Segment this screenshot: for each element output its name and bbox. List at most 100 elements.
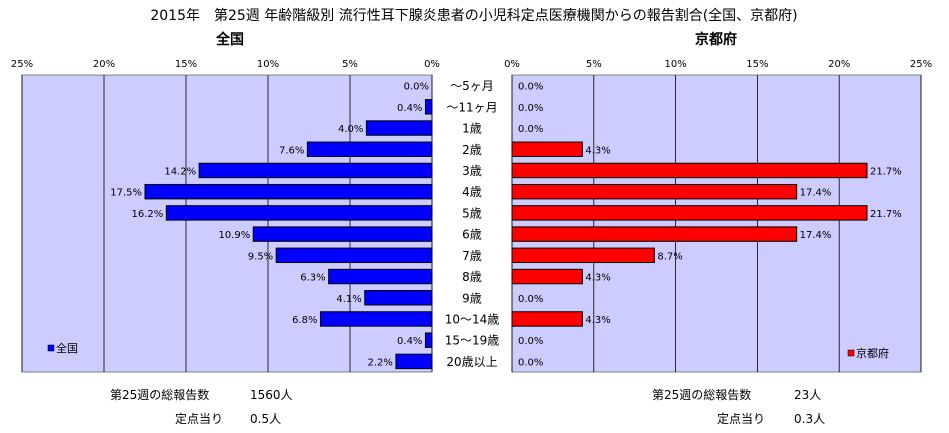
- right-data-label: 4.3%: [585, 315, 610, 326]
- left-footer: 第25週の総報告数 1560人 定点当り 0.5人: [110, 387, 293, 426]
- left-data-label: 16.2%: [132, 209, 164, 220]
- left-tick-label: 5%: [342, 59, 358, 70]
- right-bar: [511, 205, 868, 221]
- left-bar: [395, 353, 433, 370]
- left-data-label: 0.0%: [404, 82, 429, 93]
- right-bar: [511, 247, 655, 264]
- category-label: 9歳: [462, 291, 482, 305]
- left-data-label: 2.2%: [368, 357, 393, 368]
- left-tick-label: 0%: [424, 59, 440, 70]
- category-label: 4歳: [462, 185, 482, 199]
- right-tick-label: 10%: [664, 59, 686, 70]
- left-plot-area: [21, 74, 433, 373]
- right-total-value: 23人: [794, 388, 821, 402]
- category-label: 2歳: [462, 143, 482, 157]
- right-data-label: 8.7%: [657, 251, 682, 262]
- category-label: 15～19歳: [445, 334, 500, 348]
- right-tick-label: 20%: [828, 59, 850, 70]
- left-tick-label: 10%: [257, 59, 279, 70]
- left-bar: [424, 99, 433, 115]
- chart-title: 2015年 第25週 年齢階級別 流行性耳下腺炎患者の小児科定点医療機関からの報…: [150, 7, 797, 24]
- left-bar: [275, 247, 433, 264]
- right-bar: [511, 311, 583, 327]
- category-label: 1歳: [462, 122, 482, 136]
- right-bar: [511, 141, 583, 157]
- right-plot-area: [511, 74, 922, 373]
- left-bar: [328, 268, 433, 285]
- right-per-site-value: 0.3人: [794, 412, 825, 426]
- left-bar: [424, 332, 433, 348]
- left-data-label: 6.8%: [292, 315, 317, 326]
- left-per-site-value: 0.5人: [250, 412, 281, 426]
- left-bar: [364, 290, 433, 306]
- right-panel-heading: 京都府: [695, 31, 737, 48]
- left-panel: 0% 5% 10% 15% 20% 25% 0.0% 0.4% 4.0% 7.6% 14.2% 17.…: [11, 59, 440, 373]
- right-data-label: 0.0%: [518, 82, 543, 93]
- left-bar: [252, 226, 433, 242]
- left-total-value: 1560人: [250, 388, 293, 402]
- left-tick-label: 15%: [175, 59, 197, 70]
- right-tick-label: 25%: [910, 59, 932, 70]
- left-bar: [198, 162, 433, 179]
- left-bar: [319, 311, 433, 327]
- right-data-label: 0.0%: [518, 336, 543, 347]
- left-data-label: 17.5%: [110, 188, 142, 199]
- right-per-site-label: 定点当り: [717, 411, 765, 426]
- right-data-label: 0.0%: [518, 294, 543, 305]
- category-labels: ～5ヶ月 ～11ヶ月 1歳 2歳 3歳 4歳 5歳 6歳 7歳 8歳 9歳 10～14歳 15～19歳 2…: [445, 79, 500, 369]
- right-bar: [511, 226, 798, 242]
- left-bar: [144, 183, 433, 200]
- right-legend-label: 京都府: [856, 346, 889, 360]
- left-data-label: 9.5%: [248, 251, 273, 262]
- category-label: 5歳: [462, 206, 482, 220]
- right-data-label: 0.0%: [518, 357, 543, 368]
- right-data-label: 21.7%: [870, 209, 902, 220]
- right-panel: 0% 5% 10% 15% 20% 25% 0.0% 0.0% 0.0% 4.3% 21.7% 17.…: [504, 59, 932, 373]
- right-bar: [511, 268, 583, 285]
- right-total-label: 第25週の総報告数: [652, 387, 751, 402]
- left-legend: 全国: [47, 341, 78, 355]
- category-label: ～5ヶ月: [450, 79, 494, 93]
- left-data-label: 14.2%: [164, 166, 196, 177]
- left-data-label: 6.3%: [300, 273, 325, 284]
- left-total-label: 第25週の総報告数: [110, 387, 209, 402]
- category-label: 6歳: [462, 228, 482, 242]
- right-tick-label: 5%: [586, 59, 602, 70]
- left-per-site-label: 定点当り: [175, 411, 223, 426]
- right-legend-swatch: [847, 349, 855, 357]
- category-label: 10～14歳: [445, 312, 500, 326]
- left-data-label: 0.4%: [397, 336, 422, 347]
- right-data-label: 17.4%: [800, 230, 832, 241]
- left-data-label: 7.6%: [279, 145, 304, 156]
- left-tick-label: 25%: [11, 59, 33, 70]
- left-bar: [306, 141, 433, 157]
- left-data-label: 4.1%: [336, 294, 361, 305]
- left-data-label: 10.9%: [218, 230, 250, 241]
- left-panel-heading: 全国: [215, 31, 244, 48]
- right-data-label: 0.0%: [518, 103, 543, 114]
- category-label: 8歳: [462, 270, 482, 284]
- category-label: 7歳: [462, 249, 482, 263]
- right-tick-label: 15%: [746, 59, 768, 70]
- left-bar: [165, 205, 433, 221]
- category-label: 20歳以上: [446, 355, 497, 369]
- category-label: 3歳: [462, 164, 482, 178]
- left-tick-label: 20%: [93, 59, 115, 70]
- right-legend: 京都府: [847, 346, 889, 360]
- right-tick-label: 0%: [504, 59, 520, 70]
- right-data-label: 0.0%: [518, 124, 543, 135]
- left-legend-swatch: [47, 344, 55, 352]
- right-footer: 第25週の総報告数 23人 定点当り 0.3人: [652, 387, 825, 426]
- left-bar: [365, 120, 433, 136]
- right-bar: [511, 162, 868, 179]
- category-label: ～11ヶ月: [446, 100, 497, 114]
- right-data-label: 4.3%: [585, 145, 610, 156]
- right-data-label: 17.4%: [800, 188, 832, 199]
- right-data-label: 4.3%: [585, 273, 610, 284]
- right-data-label: 21.7%: [870, 166, 902, 177]
- left-legend-label: 全国: [56, 341, 78, 355]
- right-bar: [511, 183, 798, 200]
- left-data-label: 4.0%: [338, 124, 363, 135]
- left-data-label: 0.4%: [397, 103, 422, 114]
